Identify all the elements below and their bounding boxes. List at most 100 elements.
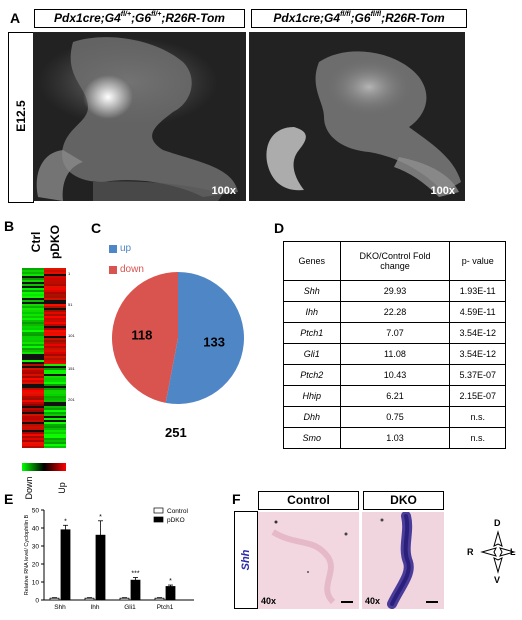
heatmap-cell [22,358,44,361]
heatmap-cell [22,322,44,325]
x-tick-label: Gli1 [124,604,136,611]
heatmap-cell [22,444,44,447]
heatmap-cell [44,336,66,339]
heatmap-cell [44,370,66,373]
fold-change: 29.93 [339,280,451,302]
heatmap-cell [22,352,44,355]
heatmap-cell [44,434,66,437]
heatmap-cell [44,392,66,395]
fold-change: 22.28 [339,301,451,323]
scale-bar [426,601,438,603]
heatmap-cell [22,394,44,397]
heatmap-cell [44,308,66,311]
heatmap-cell [44,338,66,341]
heatmap-cell [44,440,66,443]
heatmap-cell [22,356,44,359]
heatmap-cell [44,306,66,309]
heatmap-cell [44,446,66,448]
heatmap-cell [22,362,44,365]
x-tick-label: Ptch1 [157,604,174,611]
fold-change: 1.03 [339,427,451,449]
heatmap-cell [22,374,44,377]
heatmap-cell [44,270,66,273]
heatmap-cell [22,338,44,341]
bar-control-ihh [84,597,95,601]
heatmap-legend-down: Down [24,476,34,500]
stage-label-box: E12.5 [8,32,34,203]
heatmap-row-tick: 201 [68,397,75,402]
heatmap-cell [22,388,44,391]
gene-label: Shh [240,549,252,571]
gene-name: Hhip [283,385,341,407]
gene-name: Gli1 [283,343,341,365]
significance-marker: *** [131,571,139,578]
heatmap-cell [22,326,44,329]
heatmap-cell [44,402,66,405]
embryo-image-dko: 100x [249,32,465,201]
heatmap-row-tick: 51 [68,302,73,307]
heatmap-cell [44,276,66,279]
panel-label-e: E [4,491,14,507]
magnification-label: 40x [365,596,381,606]
panel-f-header-dko: DKO [363,491,444,510]
heatmap-cell [44,280,66,283]
heatmap-cell [22,290,44,293]
table-row: Smo 1.03 n.s. [283,427,506,449]
fold-change: 10.43 [339,364,451,386]
pie-slice-label: 118 [131,328,152,343]
heatmap-cell [44,312,66,315]
heatmap-cell [22,430,44,433]
p-value: 4.59E-11 [449,301,506,323]
heatmap-cell [44,414,66,417]
heatmap-cell [22,316,44,319]
legend-swatch-control [153,507,164,514]
heatmap-cell [22,342,44,345]
heatmap-cell [44,302,66,305]
heatmap-cell [44,374,66,377]
heatmap-cell [44,444,66,447]
heatmap-cell [44,376,66,379]
bar-pdko-ihh [95,534,106,601]
significance-marker: * [169,578,172,585]
magnification-label: 40x [261,596,277,606]
heatmap-cell [22,276,44,279]
heatmap-row-tick: 151 [68,366,75,371]
heatmap-cell [44,314,66,317]
heatmap-cell [22,282,44,285]
magnification-label: 100x [430,185,455,197]
heatmap-color-scale [22,463,66,471]
table-row: Shh 29.93 1.93E-11 [283,280,506,302]
heatmap-cell [44,382,66,385]
heatmap-row-tick: 101 [68,333,75,338]
heatmap-cell [22,292,44,295]
embryo-dko-illustration [249,32,465,201]
compass-icon [480,530,516,574]
heatmap-col-ctrl: Ctrl [29,231,43,253]
magnification-label: 100x [211,185,236,197]
gene-name: Ptch2 [283,364,341,386]
heatmap-cell [22,402,44,405]
heatmap-row-tick: 1 [68,271,71,276]
heatmap-cell [44,294,66,297]
heatmap-cell [22,386,44,389]
gene-name: Ihh [283,301,341,323]
heatmap-cell [22,330,44,333]
heatmap-cell [22,416,44,419]
heatmap-cell [44,380,66,383]
compass-dorsal: D [494,518,501,528]
heatmap-cell [44,310,66,313]
bar-pdko-ptch1 [165,586,176,601]
gene-name: Shh [283,280,341,302]
heatmap-cell [22,404,44,407]
heatmap-cell [44,368,66,371]
gene-name: Smo [283,427,341,449]
heatmap-cell [44,396,66,399]
heatmap-cell [44,436,66,439]
heatmap-cell [22,366,44,369]
heatmap-cell [44,300,66,303]
legend-swatch-up [109,245,117,253]
heatmap-cell [44,386,66,389]
heatmap-cell [44,334,66,337]
gene-table: Genes DKO/Control Fold change p- value S… [283,241,506,449]
heatmap-cell [22,370,44,373]
